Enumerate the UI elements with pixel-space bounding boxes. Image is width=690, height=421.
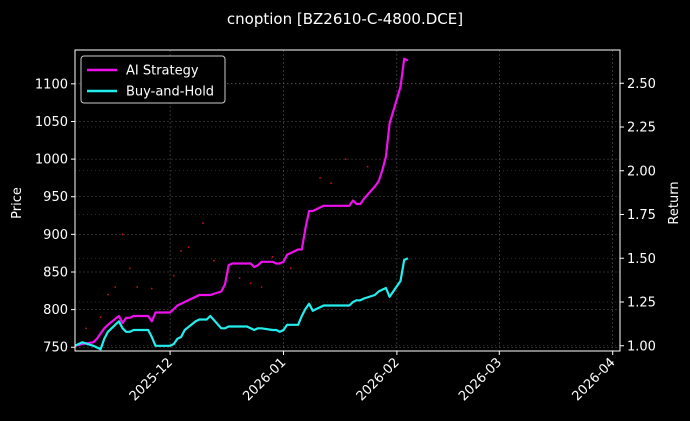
y-axis-right: 1.00 1.25 1.50 1.75 2.00 2.25 2.50 (620, 77, 656, 354)
price-point (85, 327, 87, 330)
y-axis-right-label: Return (667, 181, 682, 224)
price-point (213, 259, 215, 262)
y-left-tick-label: 800 (43, 303, 68, 318)
price-point (260, 286, 263, 288)
y-left-tick-label: 750 (43, 341, 68, 356)
y-axis-left-label: Price (10, 187, 25, 219)
price-point (319, 177, 321, 179)
price-point (238, 277, 241, 279)
y-left-tick-label: 850 (43, 265, 68, 280)
legend-label: AI Strategy (126, 64, 199, 79)
y-left-tick-label: 950 (43, 190, 68, 205)
y-right-tick-label: 1.00 (627, 339, 656, 354)
y-left-tick-label: 1050 (35, 115, 68, 130)
legend-label: Buy-and-Hold (126, 85, 214, 100)
price-point (289, 267, 292, 270)
price-point (366, 165, 369, 168)
price-point (187, 246, 190, 249)
series-line-buy-and-hold (74, 257, 409, 351)
price-point (107, 293, 109, 296)
legend: AI Strategy Buy-and-Hold (80, 55, 226, 104)
y-right-tick-label: 1.75 (627, 208, 656, 223)
y-left-tick-label: 1000 (35, 153, 68, 168)
y-axis-left: 750 800 850 900 950 1000 1050 1100 (35, 77, 75, 356)
chart-title: cnoption [BZ2610-C-4800.DCE] (227, 10, 463, 28)
price-point (172, 274, 175, 277)
price-point (136, 286, 139, 288)
price-point (330, 182, 332, 185)
price-point (150, 287, 153, 290)
series-lines (74, 57, 409, 351)
price-point (271, 256, 274, 258)
price-point (121, 233, 124, 236)
price-point (99, 316, 102, 319)
plot-frame (74, 49, 621, 352)
y-left-tick-label: 900 (43, 228, 68, 243)
series-line-ai-strategy (74, 57, 409, 347)
y-right-tick-label: 2.25 (627, 121, 656, 136)
y-right-tick-label: 1.50 (627, 252, 656, 267)
y-right-tick-label: 2.50 (627, 77, 656, 92)
grid (75, 50, 620, 351)
price-point (128, 267, 131, 270)
price-point (180, 250, 182, 252)
y-right-tick-label: 1.25 (627, 296, 656, 311)
price-point (114, 286, 117, 288)
y-right-tick-label: 2.00 (627, 164, 656, 179)
price-point (344, 158, 347, 161)
price-scatter (85, 158, 369, 330)
price-point (249, 282, 252, 285)
price-point (202, 222, 204, 224)
y-left-tick-label: 1100 (35, 77, 68, 92)
